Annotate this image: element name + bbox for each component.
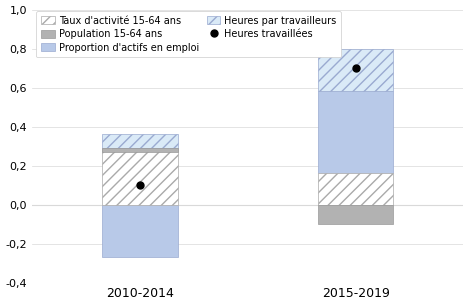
Bar	[102, 205, 178, 257]
Legend: Taux d'activité 15-64 ans, Population 15-64 ans, Proportion d'actifs en emploi, : Taux d'activité 15-64 ans, Population 15…	[37, 11, 341, 58]
Bar	[318, 49, 393, 91]
Bar	[318, 174, 393, 205]
Bar	[102, 148, 178, 152]
Bar	[102, 148, 178, 205]
Bar	[318, 205, 393, 224]
Bar	[102, 134, 178, 148]
Bar	[318, 91, 393, 174]
